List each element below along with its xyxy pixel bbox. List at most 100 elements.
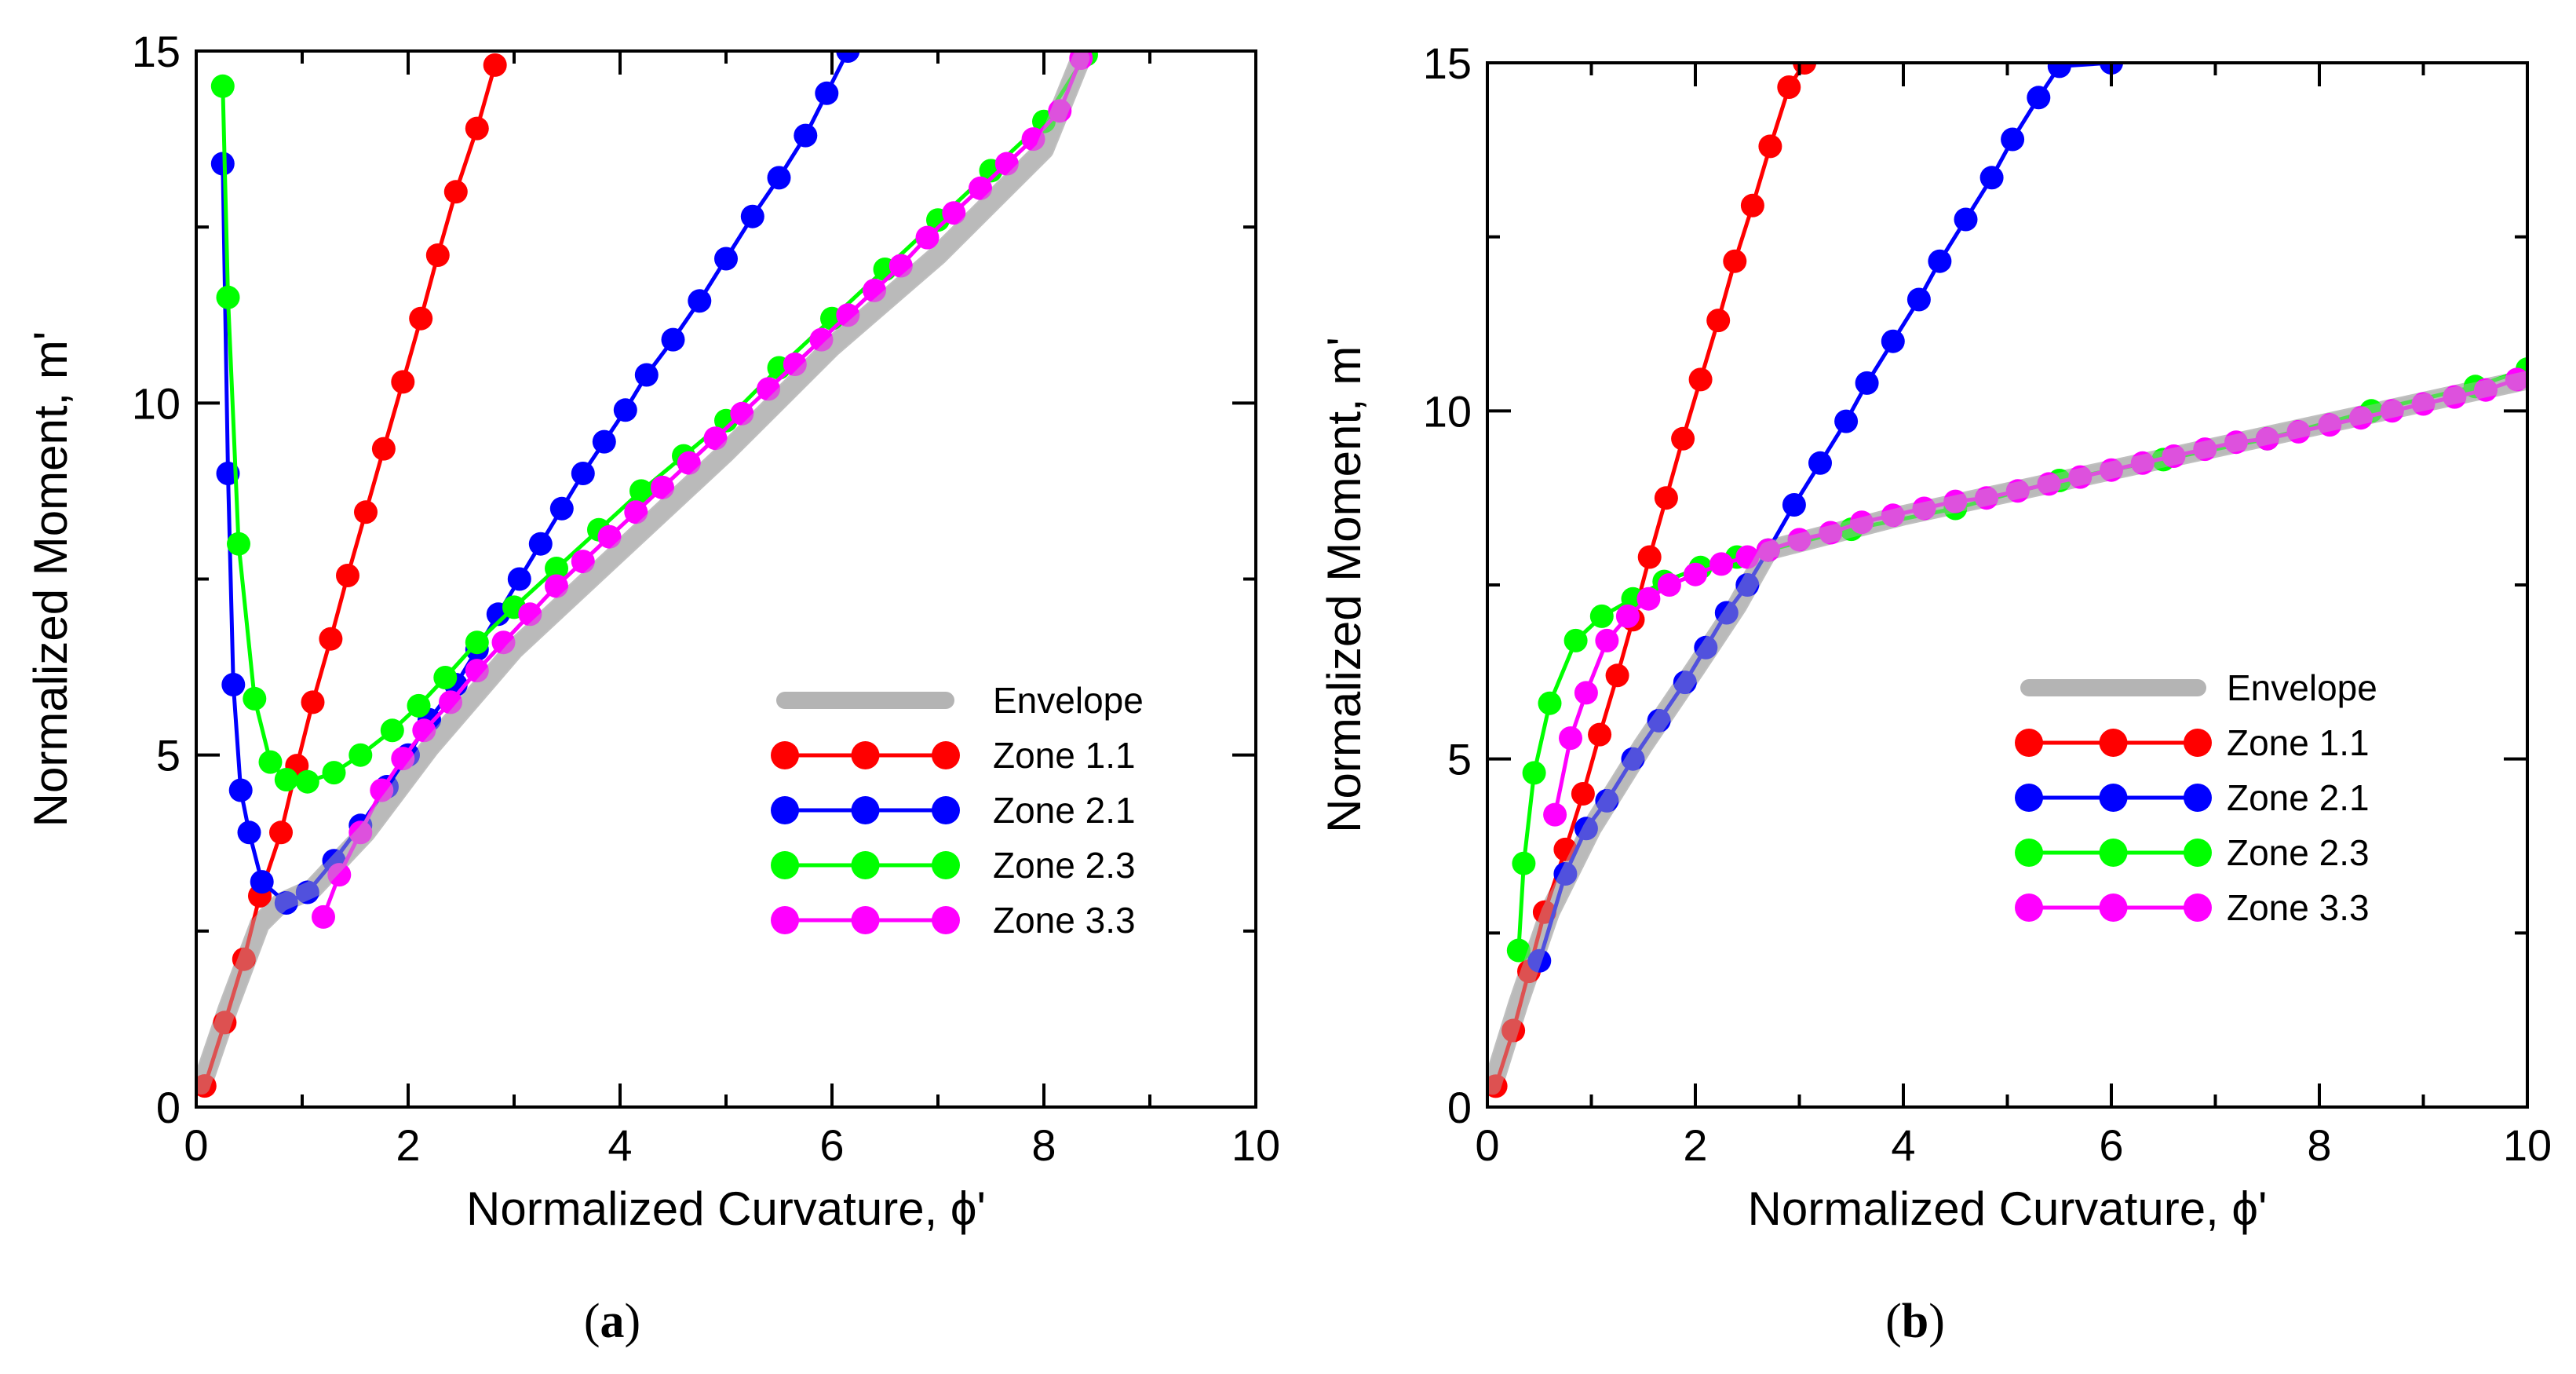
- legend: Envelope Zone 1.1 Zone 2.1 Zone 2.3 Zone 3.3: [771, 680, 1144, 941]
- envelope-overlay: [196, 51, 1090, 1095]
- data-point: [1758, 134, 1782, 159]
- data-point: [545, 557, 568, 580]
- data-point: [216, 285, 240, 309]
- data-point: [1850, 510, 1874, 535]
- data-point: [2193, 437, 2217, 462]
- envelope-overlay: [1487, 371, 2527, 1095]
- x-axis-label: Normalized Curvature, ϕ': [1748, 1182, 2268, 1235]
- legend-label: Zone 3.3: [2227, 887, 2370, 928]
- legend-item-zone-1-1: Zone 1.1: [771, 735, 1136, 776]
- series-envelope: [196, 51, 1092, 1097]
- data-point: [465, 116, 489, 141]
- data-point: [677, 451, 701, 475]
- legend-label: Envelope: [993, 680, 1144, 721]
- data-point: [1979, 166, 2004, 190]
- y-tick-label: 5: [156, 731, 181, 780]
- x-axis-label: Normalized Curvature, ϕ': [466, 1182, 986, 1235]
- data-point: [269, 820, 293, 845]
- legend-item-zone-3-3: Zone 3.3: [2015, 887, 2370, 928]
- y-tick-label: 0: [1447, 1083, 1472, 1132]
- legend-item-zone-2-1: Zone 2.1: [2015, 777, 2370, 818]
- data-point: [2255, 426, 2279, 451]
- data-point: [1787, 528, 1812, 552]
- legend-label: Zone 2.1: [2227, 777, 2370, 818]
- data-point: [412, 718, 436, 743]
- y-tick-label: 10: [1423, 386, 1472, 436]
- data-point: [1571, 782, 1595, 806]
- data-point: [836, 303, 860, 327]
- data-point: [714, 247, 738, 271]
- data-point: [1522, 761, 1546, 785]
- data-point: [1559, 726, 1582, 751]
- data-point: [1819, 521, 1843, 545]
- legend-marker: [2099, 729, 2128, 757]
- data-point: [1723, 249, 1747, 273]
- series-line: [1537, 63, 2112, 962]
- data-point: [258, 750, 283, 774]
- data-point: [250, 870, 274, 894]
- data-point: [1487, 1074, 1508, 1098]
- data-point: [1574, 681, 1598, 705]
- data-point: [391, 747, 415, 771]
- series-zone-1-1: [196, 53, 507, 1098]
- legend-label: Zone 2.1: [993, 790, 1136, 831]
- data-point: [1506, 938, 1531, 963]
- data-point: [2474, 378, 2498, 402]
- data-point: [301, 690, 325, 714]
- data-point: [1706, 309, 1731, 333]
- data-point: [1595, 788, 1619, 813]
- data-point: [425, 243, 450, 267]
- data-point: [942, 201, 966, 225]
- legend: Envelope Zone 1.1 Zone 2.1 Zone 2.3 Zone 3.3: [2015, 667, 2377, 928]
- data-point: [1756, 538, 1780, 562]
- data-point: [227, 532, 250, 556]
- series-zone-3-3: [1543, 367, 2527, 827]
- data-point: [1777, 75, 1801, 99]
- x-tick-label: 10: [1231, 1120, 1280, 1170]
- data-point: [809, 327, 834, 352]
- data-point: [407, 693, 431, 718]
- data-point: [634, 363, 659, 387]
- data-point: [571, 550, 595, 574]
- data-point: [409, 306, 433, 331]
- series-zone-2-3: [1506, 357, 2527, 963]
- data-point: [1954, 207, 1978, 232]
- series-line: [196, 51, 1092, 1097]
- legend-item-zone-2-1: Zone 2.1: [771, 790, 1136, 831]
- data-point: [1527, 948, 1552, 973]
- y-axis-label: Normalized Moment, m': [24, 331, 77, 828]
- data-point: [312, 904, 335, 929]
- data-point: [969, 176, 992, 200]
- plot-area: [1487, 63, 2527, 1098]
- y-tick-label: 5: [1447, 735, 1472, 784]
- x-tick-label: 10: [2503, 1120, 2552, 1170]
- data-point: [1563, 628, 1588, 652]
- data-point: [232, 947, 256, 971]
- legend-marker: [771, 851, 799, 879]
- data-point: [2001, 127, 2025, 152]
- data-point: [815, 81, 839, 105]
- data-point: [518, 602, 542, 627]
- data-point: [228, 778, 253, 802]
- data-point: [2068, 465, 2093, 489]
- panel-caption: (b): [1885, 1295, 1945, 1348]
- data-point: [549, 496, 574, 521]
- data-point: [1714, 601, 1739, 625]
- data-point: [465, 659, 489, 683]
- data-point: [348, 743, 373, 767]
- data-point: [327, 863, 352, 887]
- data-point: [371, 437, 396, 461]
- data-point: [1654, 486, 1678, 510]
- series-line: [221, 53, 1089, 784]
- series-zone-2-1: [210, 51, 860, 915]
- data-point: [688, 289, 712, 313]
- data-point: [528, 532, 553, 556]
- data-point: [1501, 1018, 1526, 1043]
- data-point: [237, 820, 261, 845]
- data-point: [433, 666, 458, 689]
- data-point: [507, 567, 531, 591]
- data-point: [1615, 604, 1640, 628]
- legend-marker: [771, 741, 799, 769]
- data-point: [370, 778, 394, 802]
